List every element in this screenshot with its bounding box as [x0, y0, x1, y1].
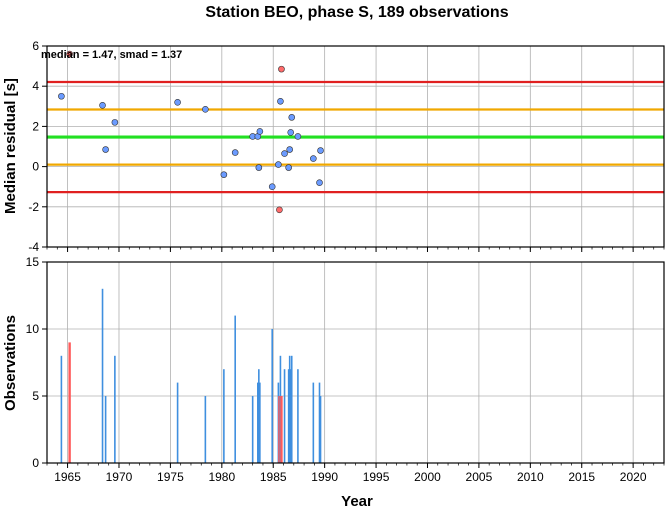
x-tick-label: 1965 [54, 470, 81, 484]
observation-bar [114, 355, 116, 463]
outlier-bar [68, 342, 71, 463]
residual-panel: -4 -2 0 2 4 6 median = 1.47, smad = 1.37 Medi… [2, 39, 665, 254]
observation-bar [104, 396, 107, 463]
residual-point [220, 171, 228, 178]
observation-bar [290, 355, 293, 463]
observation-bar [271, 329, 274, 463]
y-tick-label: -2 [28, 200, 39, 214]
outlier-point [66, 50, 73, 58]
residual-point [231, 149, 239, 156]
observation-bar [289, 369, 292, 463]
y-tick-label: -4 [28, 240, 39, 254]
observation-bar [234, 315, 236, 463]
y-tick-label: 6 [32, 39, 39, 53]
residual-y-ticks: -4 -2 0 2 4 6 [28, 39, 47, 254]
observation-bar [259, 382, 261, 463]
x-tick-label: 1975 [157, 470, 184, 484]
observation-bar [318, 382, 321, 463]
y-tick-label: 2 [32, 119, 39, 133]
observation-bar [287, 369, 290, 463]
median-smad-annotation: median = 1.47, smad = 1.37 [41, 49, 182, 61]
observation-bars [60, 288, 322, 463]
y-tick-label: 5 [32, 389, 39, 403]
observations-y-ticks: 0 5 10 15 [26, 255, 47, 470]
reference-lines [47, 80, 664, 194]
residual-point [99, 101, 106, 109]
observation-bar [319, 396, 322, 463]
residual-point [202, 106, 209, 113]
residual-point [111, 119, 119, 126]
residual-point [294, 133, 302, 140]
residual-point [102, 146, 109, 153]
residual-point [281, 150, 288, 157]
residual-point [174, 98, 181, 106]
observation-bar [297, 369, 299, 463]
y-tick-label: 0 [32, 160, 39, 174]
x-tick-label: 1990 [311, 470, 338, 484]
observations-y-label: Observations [2, 315, 19, 411]
x-tick-label: 1980 [208, 470, 235, 484]
outlier-bar [278, 396, 281, 463]
x-tick-label: 2015 [568, 470, 595, 484]
x-tick-label: 2005 [466, 470, 493, 484]
observations-grid [47, 262, 664, 463]
residual-point [287, 129, 295, 136]
residual-point [288, 114, 296, 121]
x-tick-label: 1970 [106, 470, 133, 484]
observation-bar [258, 369, 260, 463]
residual-y-label: Median residual [s] [2, 78, 19, 214]
outlier-point [276, 206, 283, 214]
residual-point [316, 179, 323, 186]
y-tick-label: 0 [32, 456, 39, 470]
x-tick-label: 1985 [260, 470, 287, 484]
residual-point [256, 128, 264, 135]
observations-x-ticks: 1965 1970 1975 1980 1985 1990 1995 2000 2005 2010… [46, 463, 665, 484]
residual-point [275, 161, 282, 168]
observation-bar [288, 355, 291, 463]
x-tick-label: 2010 [517, 470, 544, 484]
residual-point [277, 97, 284, 105]
x-axis-label: Year [341, 493, 373, 510]
residual-x-ticks [46, 247, 665, 252]
residual-point [255, 164, 263, 171]
observation-bar [223, 369, 225, 463]
observations-panel: 0 5 10 15 1965 1970 1975 1980 1985 1990 1995 2000 2… [2, 255, 665, 510]
observation-bar [101, 288, 104, 463]
y-tick-label: 4 [32, 79, 39, 93]
observation-bar [283, 369, 286, 463]
observation-bar [257, 382, 259, 463]
x-tick-label: 2000 [414, 470, 441, 484]
residual-point [286, 146, 293, 153]
residual-point [317, 147, 324, 154]
observation-bar [312, 382, 315, 463]
observation-bar [251, 396, 254, 463]
y-tick-label: 10 [26, 322, 40, 336]
observation-bar [204, 396, 207, 463]
y-tick-label: 15 [26, 255, 40, 269]
residual-point [310, 155, 317, 162]
x-tick-label: 1995 [363, 470, 390, 484]
residual-point [268, 183, 276, 190]
chart-title: Station BEO, phase S, 189 observations [205, 4, 508, 21]
x-tick-label: 2020 [620, 470, 647, 484]
observation-bar [176, 382, 179, 463]
residual-point [58, 92, 65, 100]
observation-bar [60, 355, 63, 463]
outlier-point [278, 65, 285, 73]
residual-grid [47, 46, 664, 247]
residual-points [58, 50, 324, 214]
residual-point [285, 164, 292, 171]
outlier-bar [280, 396, 283, 463]
